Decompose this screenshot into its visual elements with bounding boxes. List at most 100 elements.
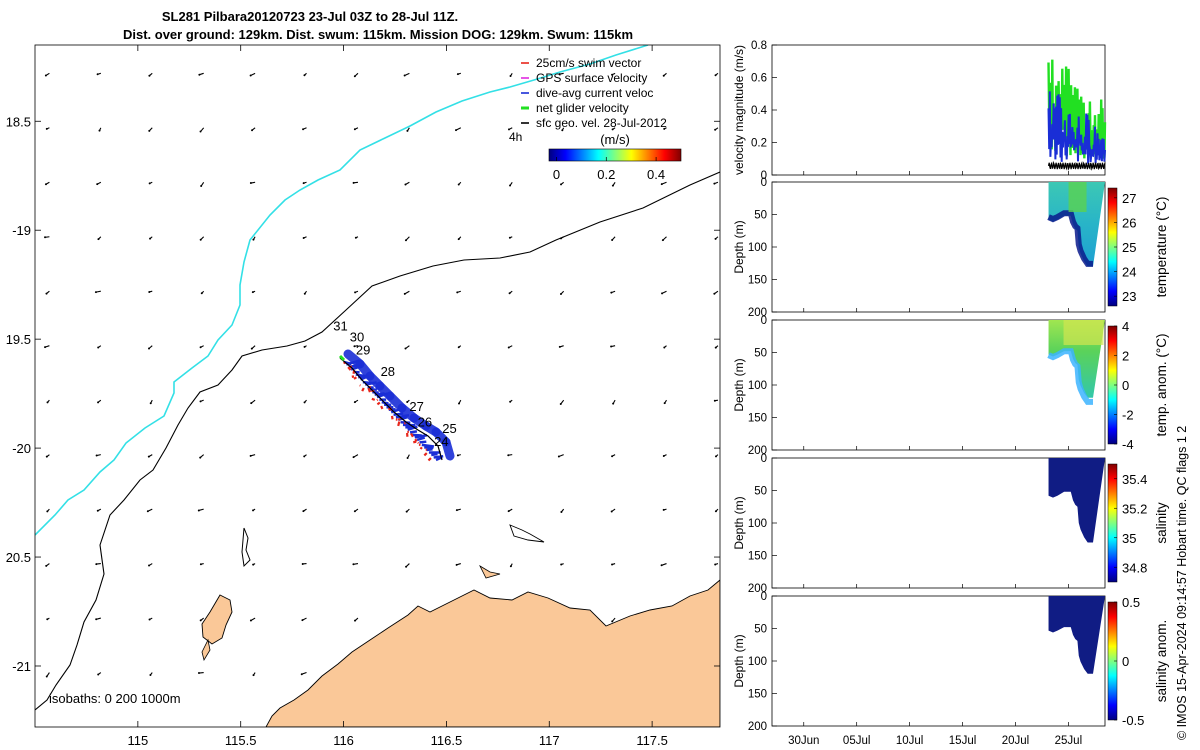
surface-velocity-arrowhead (403, 292, 406, 295)
surface-velocity-arrowhead (610, 510, 613, 513)
colorbar-tick-label: 25 (1122, 240, 1136, 255)
surface-velocity-arrowhead (97, 401, 100, 404)
surface-velocity-arrowhead (45, 292, 48, 295)
swim-vector (361, 387, 365, 392)
surface-velocity-arrowhead (252, 509, 255, 512)
day-label: 26 (418, 414, 432, 429)
surface-velocity-arrowhead (663, 127, 666, 130)
surface-velocity-arrowhead (455, 509, 458, 512)
y-tick-label: 200 (748, 583, 767, 595)
surface-velocity-arrowhead (249, 74, 252, 77)
map-y-tick-label: -19 (12, 223, 31, 238)
map-frame (34, 44, 721, 728)
surface-velocity-arrowhead (45, 127, 48, 130)
surface-velocity-arrowhead (199, 400, 202, 403)
surface-velocity-arrowhead (405, 565, 408, 568)
surface-velocity-arrowhead (148, 182, 151, 185)
surface-velocity-arrowhead (199, 456, 202, 459)
surface-velocity-arrowhead (249, 182, 252, 185)
colorbar-tick-label: 26 (1122, 215, 1136, 230)
surface-velocity-arrowhead (611, 73, 614, 76)
dive-avg-current-vector (393, 412, 404, 417)
dive-avg-current-vector (414, 433, 428, 439)
section-warm-patch (1063, 320, 1104, 345)
time-tick-label: 10Jul (896, 735, 924, 747)
day-label: 27 (409, 399, 423, 414)
surface-velocity-arrowhead (199, 619, 202, 622)
y-tick-label: 50 (754, 624, 767, 636)
dive-avg-current-vector (416, 436, 426, 442)
surface-velocity-arrowhead (148, 290, 151, 293)
surface-velocity-arrowhead (96, 73, 99, 76)
time-tick-label: 15Jul (949, 735, 977, 747)
y-axis-label: Depth (m) (732, 358, 746, 411)
surface-velocity-arrowhead (405, 510, 408, 513)
section-field (1048, 458, 1105, 543)
surface-velocity-arrowhead (352, 181, 355, 184)
islet (201, 638, 211, 662)
dive-avg-current-vector (395, 414, 410, 419)
surface-velocity-arrowhead (611, 128, 614, 131)
colorbar-label: temperature (°C) (1154, 197, 1169, 298)
colorbar-tick-label: 0.5 (1122, 595, 1140, 610)
surface-velocity-arrowhead (46, 618, 49, 621)
swim-vector (403, 422, 406, 425)
surface-velocity-arrowhead (95, 618, 98, 621)
time-axis: 30Jun 05Jul 10Jul 15Jul 20Jul 25Jul (788, 735, 1082, 747)
surface-velocity-arrowhead (302, 128, 305, 131)
map-x-tick-label: 117 (539, 733, 560, 748)
swim-vector (376, 401, 381, 406)
surface-velocity-arrowhead (353, 128, 356, 131)
swim-vector (353, 376, 357, 380)
surface-velocity-arrowhead (98, 129, 101, 132)
surface-velocity-arrowhead (457, 183, 460, 186)
surface-velocity-arrowhead (149, 673, 152, 676)
surface-velocity-arrowhead (714, 128, 717, 131)
colorbar-label: temp. anom. (°C) (1154, 334, 1169, 437)
surface-velocity-arrowhead (456, 291, 459, 294)
surface-velocity-arrowhead (663, 402, 666, 405)
colorbar (1107, 463, 1118, 583)
surface-velocity-arrowhead (714, 455, 717, 458)
surface-velocity-arrowhead (610, 291, 613, 294)
surface-velocity-arrowhead (95, 563, 98, 566)
day-label: 25 (442, 421, 456, 436)
colorbar-tick-label: 23 (1122, 289, 1136, 304)
y-axis-label: Depth (m) (732, 496, 746, 549)
net-glider-velocity (338, 354, 346, 362)
surface-velocity-arrowhead (458, 402, 461, 405)
swim-vector (371, 397, 376, 401)
section-bottom-layer (1047, 348, 1093, 405)
surface-velocity-arrowhead (199, 563, 202, 566)
surface-velocity-arrowhead (662, 455, 665, 458)
colorbar-tick-label: 0 (1122, 654, 1129, 669)
swim-vector (397, 417, 401, 421)
panel-salinity: 0 50 100 150 200 Depth (m) 34.8 35 35.2 35.4 salin… (732, 453, 1169, 595)
surface-velocity-arrowhead (148, 129, 151, 132)
surface-velocity-arrowhead (559, 293, 562, 296)
surface-velocity-arrowhead (45, 455, 48, 458)
surface-velocity-arrowhead (199, 346, 202, 349)
map-x-tick-label: 117.5 (636, 733, 668, 748)
map-colorbar (548, 148, 682, 162)
surface-velocity-arrowhead (250, 402, 253, 405)
surface-velocity-arrowhead (249, 454, 252, 457)
surface-velocity-arrowhead (507, 346, 510, 349)
y-tick-label: 100 (748, 242, 767, 254)
surface-velocity-arrowhead (662, 508, 665, 511)
y-tick-label: 0 (761, 591, 767, 603)
glider-track (338, 349, 455, 462)
surface-velocity-arrowhead (559, 402, 562, 405)
surface-velocity-arrowhead (199, 130, 202, 133)
map-y-tick-label: 19.5 (6, 332, 31, 347)
surface-velocity-arrowhead (508, 236, 511, 239)
surface-velocity-arrowhead (96, 509, 99, 512)
surface-velocity-arrowhead (509, 565, 512, 568)
isobath-200m (35, 171, 720, 711)
surface-velocity-arrowhead (713, 182, 716, 185)
legend-label: sfc geo. vel. 28-Jul-2012 (536, 116, 667, 130)
y-tick-label: 150 (748, 689, 767, 701)
